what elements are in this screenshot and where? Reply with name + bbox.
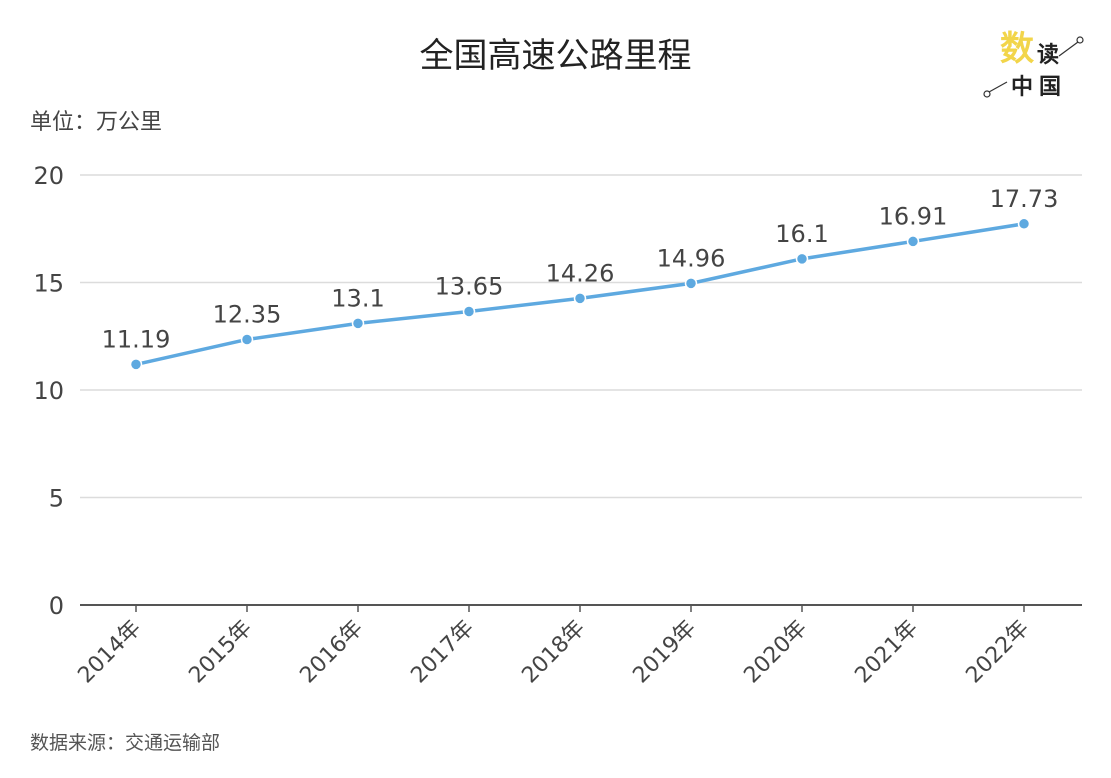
data-point — [684, 277, 698, 290]
chart-title: 全国高速公路里程 — [419, 36, 692, 76]
x-tick-label: 2015年 — [184, 616, 257, 689]
data-point — [462, 305, 476, 318]
x-tick-label: 2017年 — [406, 616, 479, 689]
logo-char-shu: 数 — [1000, 29, 1034, 69]
data-point — [1017, 217, 1031, 231]
x-tick-label: 2014年 — [73, 616, 146, 689]
x-tick-label: 2020年 — [739, 616, 812, 689]
data-point — [795, 252, 809, 266]
data-point — [906, 235, 920, 248]
data-point — [351, 317, 365, 330]
x-tick-label: 2022年 — [961, 616, 1034, 689]
y-tick-label: 0 — [49, 592, 64, 620]
data-label: 16.1 — [775, 220, 828, 248]
x-tick-label: 2018年 — [517, 616, 590, 689]
logo-char-zhongguo: 中国 — [1011, 75, 1067, 100]
y-tick-label: 15 — [33, 270, 64, 298]
data-point — [573, 292, 587, 305]
data-label: 11.19 — [102, 325, 171, 353]
y-tick-label: 5 — [49, 485, 64, 513]
data-label: 17.73 — [990, 185, 1059, 213]
data-label: 14.96 — [657, 244, 726, 272]
data-label: 12.35 — [213, 300, 282, 328]
x-tick-label: 2019年 — [628, 616, 701, 689]
data-point — [240, 333, 254, 346]
y-tick-label: 20 — [33, 162, 64, 190]
shudu-zhongguo-logo: 数 读 中国 — [983, 29, 1084, 100]
x-tick-label: 2021年 — [850, 616, 923, 689]
y-tick-label: 10 — [33, 377, 64, 405]
data-label: 14.26 — [546, 259, 615, 287]
data-label: 13.1 — [331, 284, 384, 312]
source-note: 数据来源：交通运输部 — [30, 732, 221, 754]
data-label: 16.91 — [879, 202, 948, 230]
data-point — [129, 358, 143, 371]
unit-label: 单位：万公里 — [30, 110, 163, 135]
logo-char-du: 读 — [1037, 43, 1059, 68]
data-label: 13.65 — [435, 273, 504, 301]
x-tick-label: 2016年 — [295, 616, 368, 689]
